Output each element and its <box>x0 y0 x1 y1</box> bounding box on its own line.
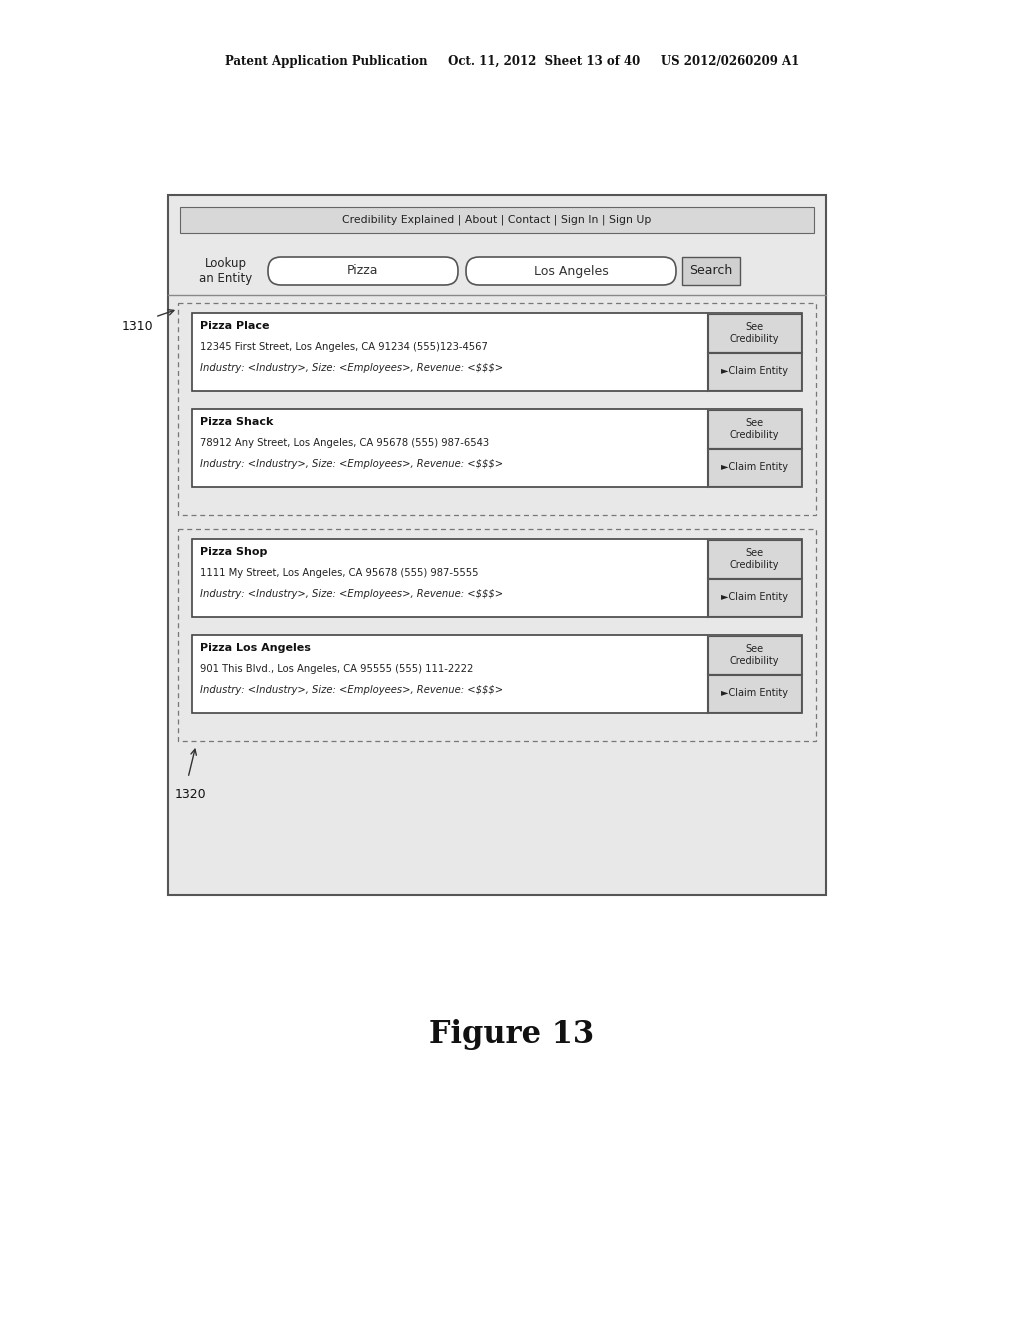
Bar <box>180 207 814 234</box>
Text: ►Claim Entity: ►Claim Entity <box>721 367 788 376</box>
Text: Credibility Explained | About | Contact | Sign In | Sign Up: Credibility Explained | About | Contact … <box>342 215 651 226</box>
Bar <box>178 529 816 741</box>
Text: 12345 First Street, Los Angeles, CA 91234 (555)123-4567: 12345 First Street, Los Angeles, CA 9123… <box>200 342 487 352</box>
Text: Pizza Shop: Pizza Shop <box>200 546 267 557</box>
Bar <box>178 304 816 515</box>
Text: Industry: <Industry>, Size: <Employees>, Revenue: <$$$>: Industry: <Industry>, Size: <Employees>,… <box>200 589 503 599</box>
Text: 1111 My Street, Los Angeles, CA 95678 (555) 987-5555: 1111 My Street, Los Angeles, CA 95678 (5… <box>200 568 478 578</box>
Text: See
Credibility: See Credibility <box>730 322 779 343</box>
Text: Industry: <Industry>, Size: <Employees>, Revenue: <$$$>: Industry: <Industry>, Size: <Employees>,… <box>200 685 503 696</box>
Bar <box>708 314 801 352</box>
Bar <box>708 540 801 578</box>
Text: Figure 13: Figure 13 <box>429 1019 595 1051</box>
Bar <box>682 257 740 285</box>
Bar <box>168 195 826 895</box>
Bar <box>708 411 801 447</box>
Bar <box>193 409 802 487</box>
Text: ►Claim Entity: ►Claim Entity <box>721 462 788 473</box>
Text: Pizza Shack: Pizza Shack <box>200 417 273 426</box>
Text: Los Angeles: Los Angeles <box>534 264 608 277</box>
Bar <box>708 675 801 711</box>
Bar <box>193 313 802 391</box>
Text: ►Claim Entity: ►Claim Entity <box>721 593 788 602</box>
Text: Search: Search <box>689 264 732 277</box>
Bar <box>193 539 802 616</box>
Text: Industry: <Industry>, Size: <Employees>, Revenue: <$$$>: Industry: <Industry>, Size: <Employees>,… <box>200 459 503 469</box>
Bar <box>708 449 801 486</box>
Text: Industry: <Industry>, Size: <Employees>, Revenue: <$$$>: Industry: <Industry>, Size: <Employees>,… <box>200 363 503 374</box>
Text: See
Credibility: See Credibility <box>730 548 779 570</box>
Text: See
Credibility: See Credibility <box>730 418 779 440</box>
Text: 78912 Any Street, Los Angeles, CA 95678 (555) 987-6543: 78912 Any Street, Los Angeles, CA 95678 … <box>200 438 489 447</box>
Text: Lookup
an Entity: Lookup an Entity <box>200 257 253 285</box>
FancyBboxPatch shape <box>268 257 458 285</box>
FancyBboxPatch shape <box>466 257 676 285</box>
Bar <box>708 579 801 616</box>
Bar <box>193 635 802 713</box>
Text: See
Credibility: See Credibility <box>730 644 779 665</box>
Bar <box>708 636 801 675</box>
Text: ►Claim Entity: ►Claim Entity <box>721 689 788 698</box>
Bar <box>708 352 801 389</box>
Text: Pizza Place: Pizza Place <box>200 321 269 331</box>
Text: Pizza Los Angeles: Pizza Los Angeles <box>200 643 311 653</box>
Text: 1320: 1320 <box>175 788 207 800</box>
Text: Patent Application Publication     Oct. 11, 2012  Sheet 13 of 40     US 2012/026: Patent Application Publication Oct. 11, … <box>225 55 799 69</box>
Text: 901 This Blvd., Los Angeles, CA 95555 (555) 111-2222: 901 This Blvd., Los Angeles, CA 95555 (5… <box>200 664 473 675</box>
Text: 1310: 1310 <box>122 321 154 334</box>
Text: Pizza: Pizza <box>347 264 379 277</box>
